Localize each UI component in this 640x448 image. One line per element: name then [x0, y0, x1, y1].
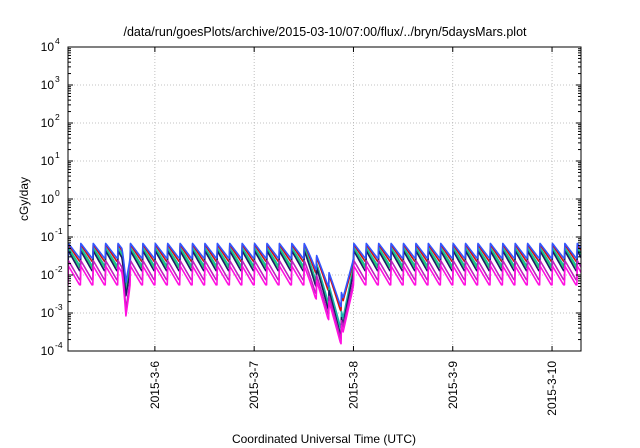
y-tick-exponent: -4: [55, 340, 63, 350]
y-tick-label: 10: [41, 344, 55, 358]
y-tick-label: 10: [41, 230, 55, 244]
x-axis-label: Coordinated Universal Time (UTC): [232, 432, 416, 446]
y-tick-label: 10: [41, 268, 55, 282]
y-tick-exponent: -2: [55, 264, 63, 274]
y-tick-exponent: 0: [55, 188, 60, 198]
x-tick-label: 2015-3-10: [545, 361, 559, 416]
y-axis-label: cGy/day: [17, 177, 31, 221]
y-tick-exponent: -1: [55, 226, 63, 236]
x-tick-label: 2015-3-7: [247, 361, 261, 409]
series-line-6: [68, 265, 581, 345]
y-tick-label: 10: [41, 192, 55, 206]
x-tick-label: 2015-3-6: [148, 361, 162, 409]
y-tick-exponent: 3: [55, 74, 60, 84]
y-tick-exponent: 4: [55, 36, 60, 46]
series-line-1: [68, 243, 581, 312]
y-tick-exponent: 2: [55, 112, 60, 122]
series-line-5: [68, 259, 581, 340]
x-tick-label: 2015-3-9: [446, 361, 460, 409]
x-tick-label: 2015-3-8: [346, 361, 360, 409]
y-tick-exponent: -3: [55, 302, 63, 312]
y-tick-label: 10: [41, 306, 55, 320]
y-tick-label: 10: [41, 40, 55, 54]
series-line-2: [68, 246, 581, 330]
y-tick-label: 10: [41, 154, 55, 168]
series-line-7: [68, 242, 581, 308]
y-tick-label: 10: [41, 78, 55, 92]
y-tick-label: 10: [41, 116, 55, 130]
series-group: [68, 242, 581, 345]
series-line-4: [68, 250, 581, 338]
y-tick-exponent: 1: [55, 150, 60, 160]
chart-title: /data/run/goesPlots/archive/2015-03-10/0…: [123, 25, 527, 39]
